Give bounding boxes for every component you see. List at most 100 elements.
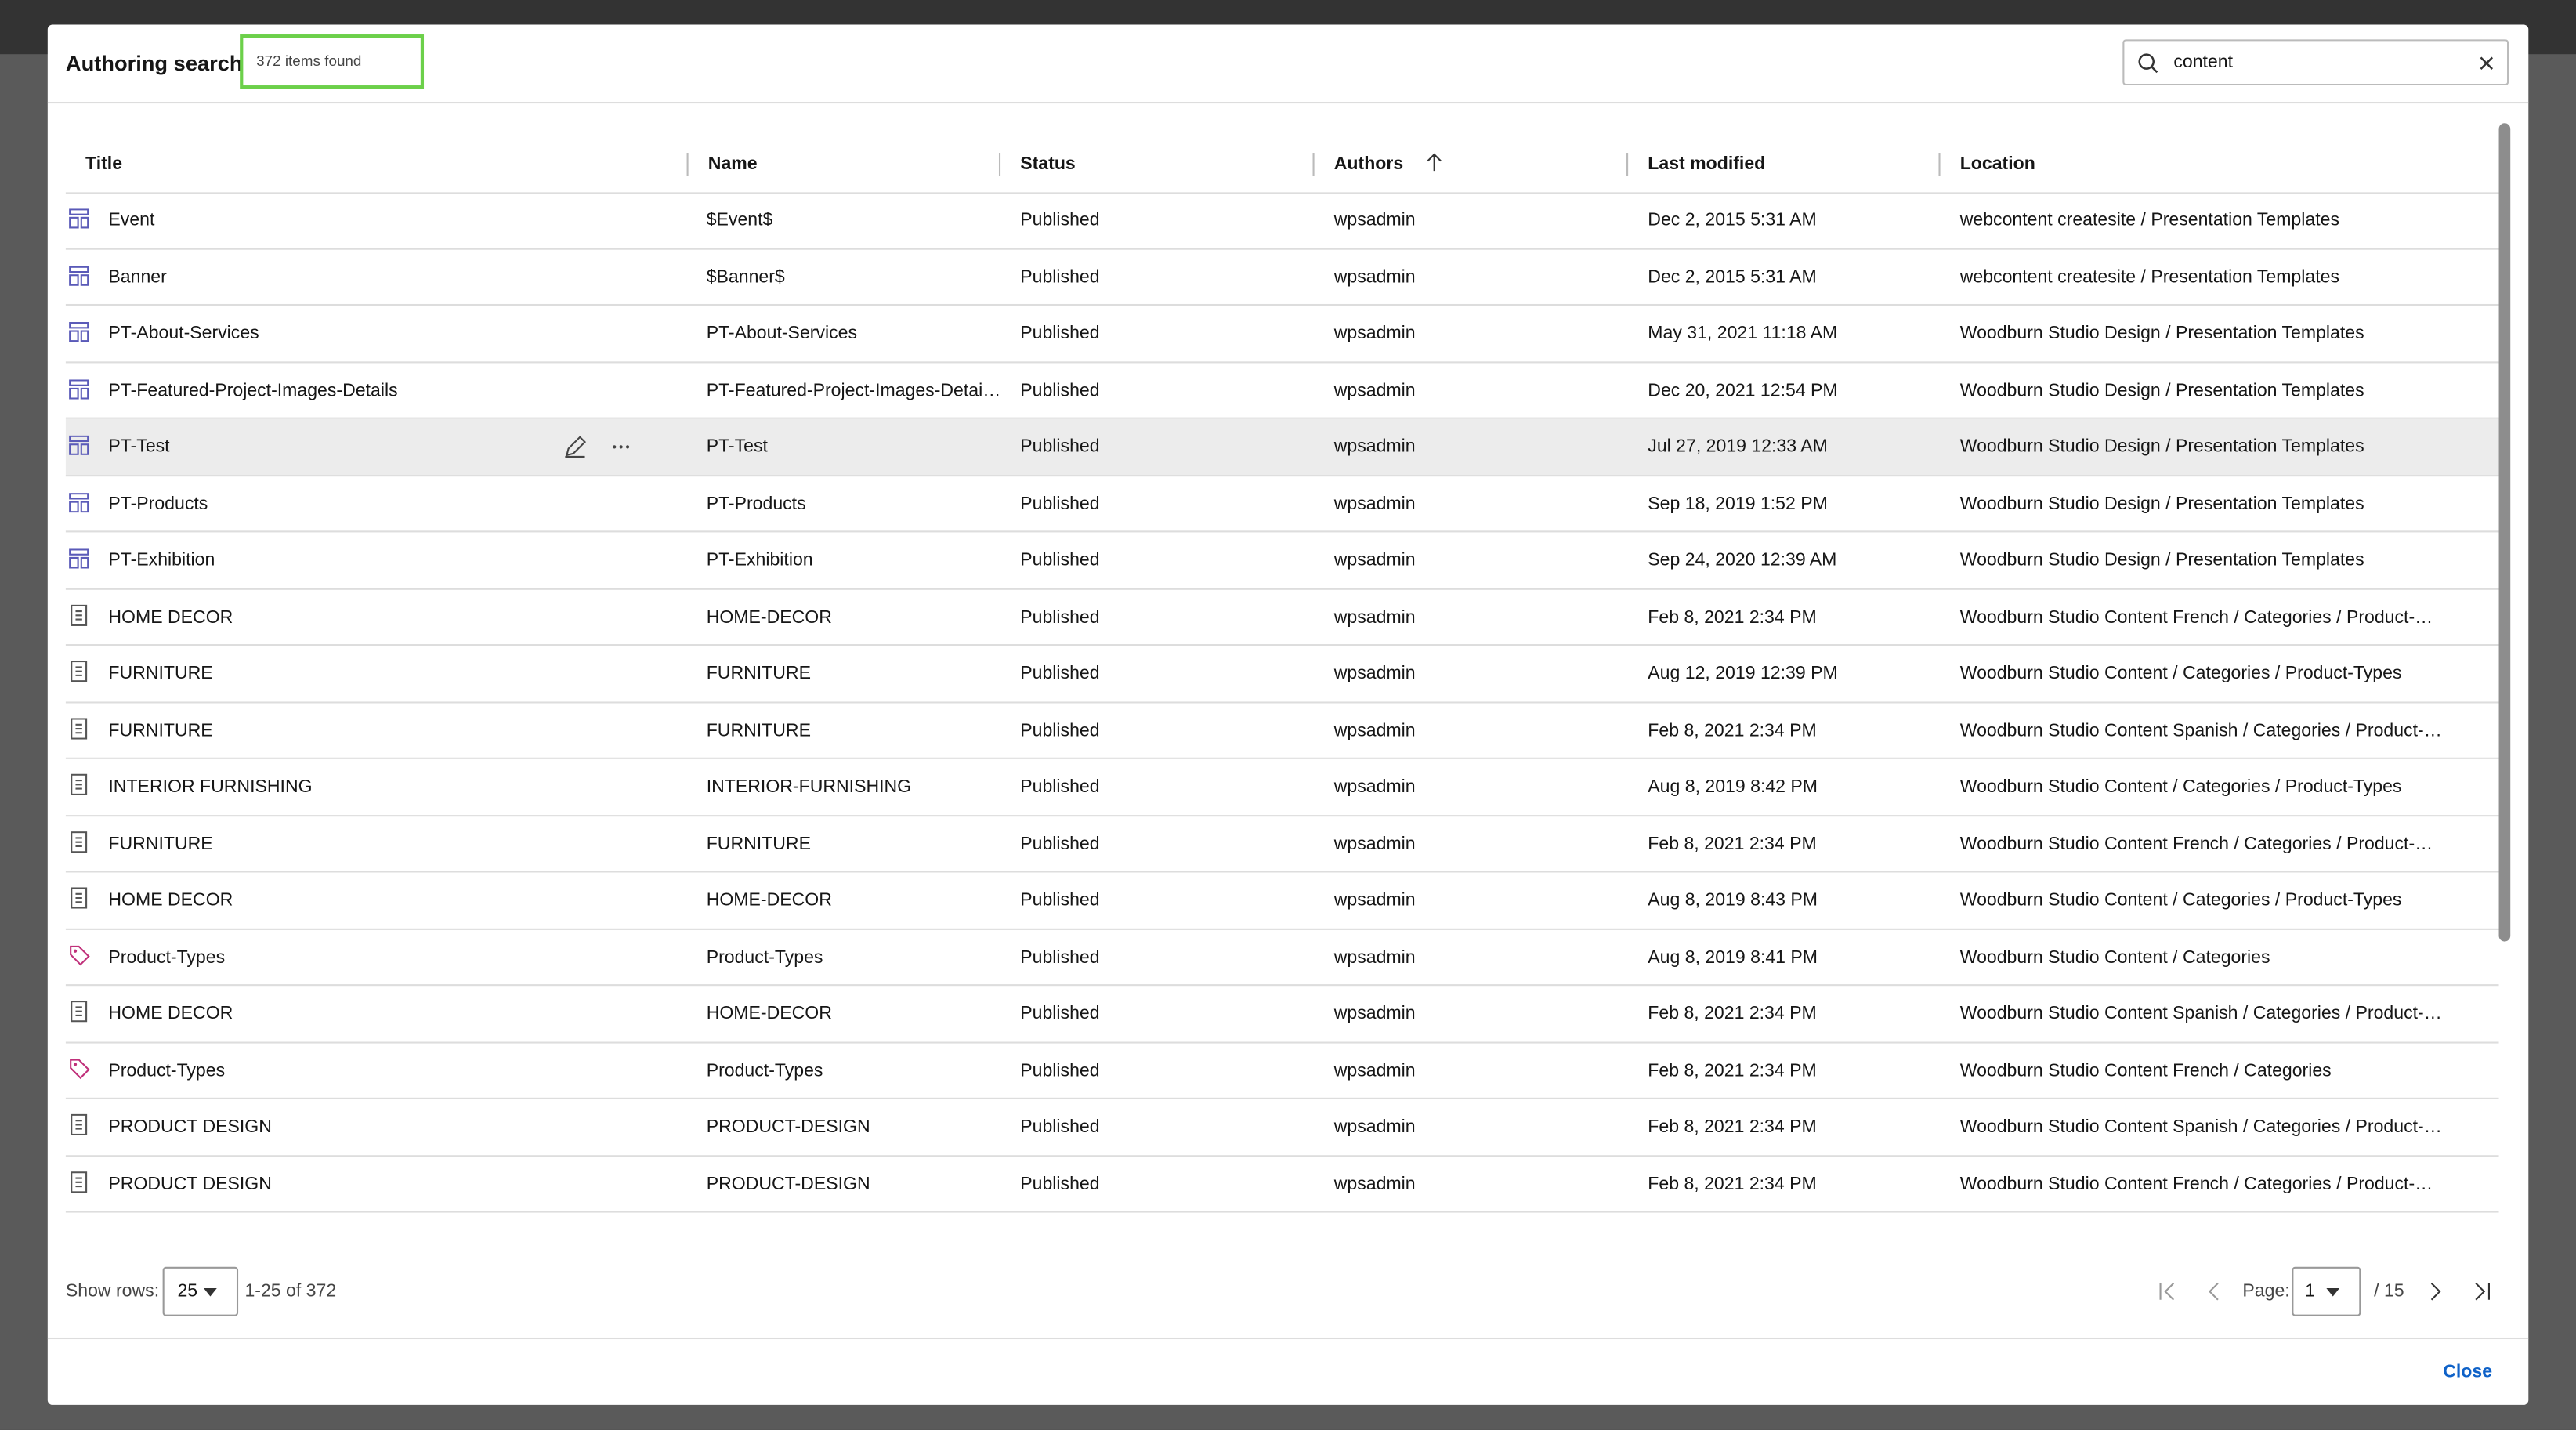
table-row[interactable]: FURNITURE FURNITURE Published wpsadmin Feb 8… xyxy=(65,702,2499,759)
search-box[interactable]: content xyxy=(2122,39,2509,86)
more-button[interactable] xyxy=(613,445,630,449)
table-row[interactable]: INTERIOR FURNISHING INTERIOR-FURNISHING Pu… xyxy=(65,759,2499,816)
table-row[interactable]: HOME DECOR HOME-DECOR Published wpsadmin Feb… xyxy=(65,986,2499,1043)
item-icon xyxy=(69,377,89,407)
item-icon xyxy=(69,603,89,634)
cell: Woodburn Studio Content / Categories xyxy=(1959,947,2270,968)
cell: wpsadmin xyxy=(1333,324,1416,344)
table-row[interactable]: FURNITURE FURNITURE Published wpsadmin Feb 8… xyxy=(65,816,2499,873)
cell: wpsadmin xyxy=(1333,606,1416,628)
result-count: 372 items found xyxy=(240,34,425,89)
cell: Woodburn Studio Design / Presentation Te… xyxy=(1959,380,2364,400)
cell: PT-About-Services xyxy=(108,324,259,344)
column-header[interactable]: Last modified xyxy=(1648,154,1766,175)
last-page[interactable] xyxy=(2473,1282,2492,1301)
table-row[interactable]: FURNITURE FURNITURE Published wpsadmin Aug 1… xyxy=(65,646,2499,703)
cell: Woodburn Studio Content / Categories / P… xyxy=(1959,664,2402,684)
cell: wpsadmin xyxy=(1333,494,1416,514)
cell: Woodburn Studio Design / Presentation Te… xyxy=(1959,494,2364,514)
cell: Dec 20, 2021 12:54 PM xyxy=(1648,380,1838,400)
cell: wpsadmin xyxy=(1333,1117,1416,1138)
column-divider xyxy=(998,153,1001,176)
cell: Published xyxy=(1020,834,1100,854)
clear-button[interactable] xyxy=(2479,56,2494,71)
cell: wpsadmin xyxy=(1333,550,1416,570)
icon xyxy=(69,435,89,455)
cell: May 31, 2021 11:18 AM xyxy=(1648,324,1838,344)
table-row[interactable]: PRODUCT DESIGN PRODUCT-DESIGN Published wps… xyxy=(65,1156,2499,1213)
table-row[interactable]: HOME DECOR HOME-DECOR Published wpsadmin Feb… xyxy=(65,589,2499,646)
cell: Banner xyxy=(108,266,167,287)
page-select[interactable]: 1 xyxy=(2292,1266,2361,1316)
table-row[interactable]: Event $Event$ Published wpsadmin Dec 2, 2015… xyxy=(65,192,2499,249)
cell: wpsadmin xyxy=(1333,947,1416,968)
table-row[interactable]: PT-Exhibition PT-Exhibition Published wpsad… xyxy=(65,532,2499,589)
cell: HOME DECOR xyxy=(108,890,233,910)
cell: PT-Test xyxy=(706,436,768,457)
table-row[interactable]: Product-Types Product-Types Published wpsad… xyxy=(65,1043,2499,1099)
cell: Published xyxy=(1020,210,1100,230)
next-page[interactable] xyxy=(2426,1282,2443,1301)
search-value[interactable]: content xyxy=(2173,52,2234,73)
row-actions xyxy=(563,436,637,458)
cell: Aug 8, 2019 8:43 PM xyxy=(1648,890,1818,910)
column-header[interactable]: Title xyxy=(85,154,123,175)
cell: PT-Products xyxy=(706,494,806,514)
first-page[interactable] xyxy=(2157,1282,2176,1301)
item-icon xyxy=(69,547,89,577)
cell: Woodburn Studio Content French / Categor… xyxy=(1959,606,2433,628)
column-header[interactable]: Location xyxy=(1959,154,2035,175)
table-row[interactable]: PT-Featured-Project-Images-Details PT-Fea… xyxy=(65,362,2499,419)
cell: Published xyxy=(1020,1004,1100,1024)
cell: Aug 8, 2019 8:42 PM xyxy=(1648,777,1818,798)
column-header[interactable]: Authors xyxy=(1333,154,1404,175)
cell: Published xyxy=(1020,606,1100,628)
sort-ascending[interactable] xyxy=(1426,153,1442,172)
icon xyxy=(71,1171,88,1193)
item-icon xyxy=(69,491,89,520)
cell: Woodburn Studio Content / Categories / P… xyxy=(1959,777,2402,798)
dialog-title: Authoring search xyxy=(65,51,243,76)
table-row[interactable]: Product-Types Product-Types Published wpsad… xyxy=(65,929,2499,987)
column-header[interactable]: Status xyxy=(1020,154,1076,175)
cell: Published xyxy=(1020,1117,1100,1138)
total-pages: / 15 xyxy=(2374,1281,2404,1301)
cell: Aug 12, 2019 12:39 PM xyxy=(1648,664,1838,684)
cell: FURNITURE xyxy=(706,834,812,854)
cell: wpsadmin xyxy=(1333,210,1416,230)
column-divider xyxy=(1626,153,1629,176)
table-row[interactable]: Banner $Banner$ Published wpsadmin Dec 2, 20… xyxy=(65,249,2499,306)
cell: $Event$ xyxy=(706,210,773,230)
icon xyxy=(71,1113,88,1136)
column-divider xyxy=(1312,153,1315,176)
table-row[interactable]: HOME DECOR HOME-DECOR Published wpsadmin Aug… xyxy=(65,873,2499,929)
table-row[interactable]: PT-Test PT-Test Published wpsadmin Jul 27, 2… xyxy=(65,418,2499,476)
item-icon xyxy=(69,434,89,464)
cell: Feb 8, 2021 2:34 PM xyxy=(1648,1117,1817,1138)
cell: Jul 27, 2019 12:33 AM xyxy=(1648,436,1828,457)
icon xyxy=(69,265,89,285)
prev-page[interactable] xyxy=(2206,1282,2223,1301)
table-row[interactable]: PRODUCT DESIGN PRODUCT-DESIGN Published wps… xyxy=(65,1099,2499,1157)
cell: Product-Types xyxy=(706,1060,823,1081)
cell: wpsadmin xyxy=(1333,436,1416,457)
table-row[interactable]: PT-About-Services PT-About-Services Publis… xyxy=(65,306,2499,363)
cell: wpsadmin xyxy=(1333,266,1416,287)
cell: Published xyxy=(1020,947,1100,968)
cell: PT-Test xyxy=(108,436,170,457)
rows-select[interactable]: 25 xyxy=(162,1266,239,1316)
cell: PT-Featured-Project-Images-Detai… xyxy=(706,380,1001,400)
cell: wpsadmin xyxy=(1333,720,1416,740)
show-rows-label: Show rows: xyxy=(65,1281,160,1301)
search-icon xyxy=(2138,53,2158,74)
search-dialog: Authoring search 372 items found content… xyxy=(47,24,2529,1405)
close-button[interactable]: Close xyxy=(2443,1362,2493,1382)
scrollbar[interactable] xyxy=(2498,123,2511,942)
icon xyxy=(69,322,89,342)
icon xyxy=(71,660,88,682)
column-header[interactable]: Name xyxy=(707,154,758,175)
item-icon xyxy=(69,660,89,690)
table-row[interactable]: PT-Products PT-Products Published wpsadmin S… xyxy=(65,476,2499,533)
edit-button[interactable] xyxy=(565,436,587,458)
item-icon xyxy=(69,1001,89,1030)
